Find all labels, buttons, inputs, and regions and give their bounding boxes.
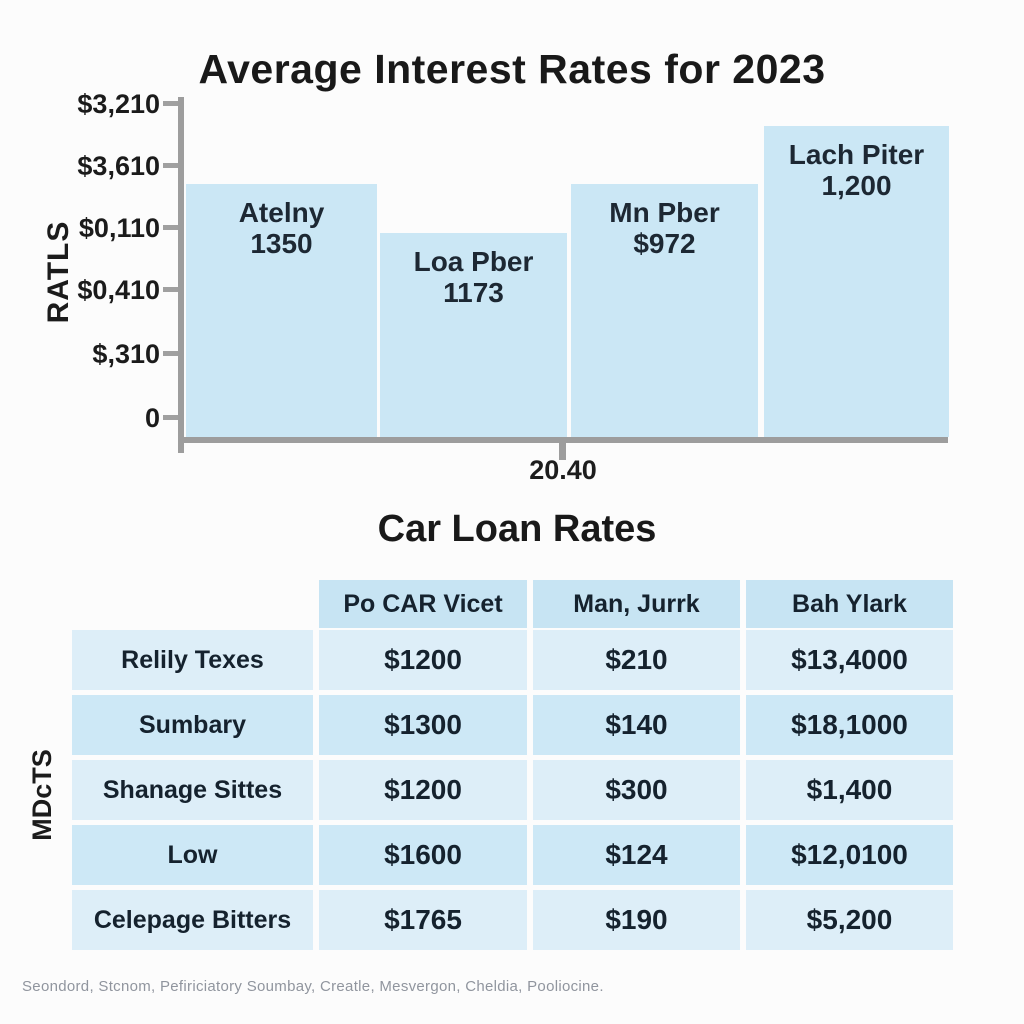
footer-caption: Seondord, Stcnom, Pefiriciatory Soumbay,…: [22, 978, 604, 995]
bar-label: Loa Pber: [413, 246, 534, 277]
column-header: Po CAR Vicet: [319, 580, 527, 628]
bar-label: Lach Piter: [788, 139, 925, 170]
x-axis-line: [178, 437, 948, 443]
table-cell: $1300: [319, 695, 527, 755]
chart-title: Average Interest Rates for 2023: [198, 46, 826, 92]
bar-value: 1173: [443, 277, 504, 308]
table-cell: $190: [533, 890, 740, 950]
y-tick-label: $,310: [92, 339, 160, 369]
bar-atelny: Atelny 1350: [186, 184, 377, 437]
table-title: Car Loan Rates: [377, 508, 657, 550]
bar-value: $972: [633, 228, 696, 259]
y-tick-label: $0,410: [77, 275, 160, 305]
table-cell: $1200: [319, 630, 527, 690]
bar-value: 1,200: [821, 170, 892, 201]
y-tick-mark: [163, 101, 178, 106]
column-header: Bah Ylark: [746, 580, 953, 628]
row-label: Relily Texes: [72, 630, 313, 690]
y-tick-label: $3,210: [77, 89, 160, 119]
x-tick-mark: [559, 443, 566, 460]
table-cell: $300: [533, 760, 740, 820]
table-side-label: MDcTS: [27, 749, 57, 841]
table-cell: $5,200: [746, 890, 953, 950]
row-label: Shanage Sittes: [72, 760, 313, 820]
bar-loa-pber: Loa Pber 1173: [380, 233, 567, 437]
table-cell: $1,400: [746, 760, 953, 820]
y-tick-mark: [163, 225, 178, 230]
table-cell: $1200: [319, 760, 527, 820]
y-tick-label: $0,110: [78, 213, 160, 243]
y-tick-label: $3,610: [77, 151, 160, 181]
y-axis-line: [178, 97, 184, 453]
x-tick-label: 20.40: [529, 455, 597, 485]
table-cell: $124: [533, 825, 740, 885]
bar-mn-pber: Mn Pber $972: [571, 184, 758, 437]
bar-label: Atelny: [238, 197, 325, 228]
table-cell: $18,1000: [746, 695, 953, 755]
y-tick-mark: [163, 415, 178, 420]
bar-label: Mn Pber: [609, 197, 720, 228]
row-label: Sumbary: [72, 695, 313, 755]
table-cell: $140: [533, 695, 740, 755]
table-cell: $210: [533, 630, 740, 690]
y-tick-mark: [163, 287, 178, 292]
y-tick-mark: [163, 351, 178, 356]
row-label: Celepage Bitters: [72, 890, 313, 950]
table-cell: $12,0100: [746, 825, 953, 885]
table-cell: $1600: [319, 825, 527, 885]
bar-value: 1350: [250, 228, 313, 259]
table-cell: $13,4000: [746, 630, 953, 690]
row-label: Low: [72, 825, 313, 885]
table-cell: $1765: [319, 890, 527, 950]
bar-lach-piter: Lach Piter 1,200: [764, 126, 949, 437]
column-header: Man, Jurrk: [533, 580, 740, 628]
y-tick-label: 0: [144, 403, 160, 433]
y-tick-mark: [163, 163, 178, 168]
